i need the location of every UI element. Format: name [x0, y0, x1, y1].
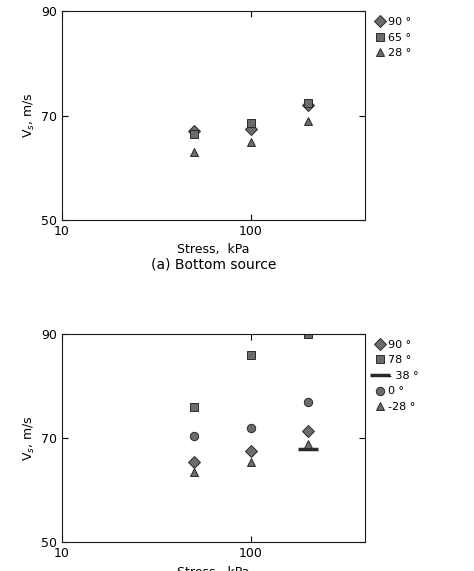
Line: 90 °: 90 ° [190, 427, 312, 466]
90 ° [305, 102, 311, 108]
90 ° [305, 427, 311, 434]
Line: 28 °: 28 ° [190, 116, 312, 156]
65 ° [191, 130, 197, 137]
Text: (a) Bottom source: (a) Bottom source [151, 257, 276, 271]
0 ° [248, 424, 254, 431]
90 ° [191, 128, 197, 135]
28 ° [248, 138, 254, 145]
Line: 78 °: 78 ° [190, 330, 312, 411]
Y-axis label: V$_s$, m/s: V$_s$, m/s [21, 93, 36, 139]
0 ° [305, 399, 311, 405]
X-axis label: Stress,  kPa: Stress, kPa [177, 243, 249, 256]
Line: -28 °: -28 ° [190, 439, 312, 476]
90 ° [191, 459, 197, 465]
78 ° [191, 404, 197, 411]
0 ° [191, 432, 197, 439]
Legend: 90 °, 65 °, 28 °: 90 °, 65 °, 28 ° [377, 17, 411, 58]
-28 ° [248, 459, 254, 465]
Y-axis label: V$_s$, m/s: V$_s$, m/s [21, 415, 36, 461]
-28 ° [191, 469, 197, 476]
65 ° [248, 120, 254, 127]
Legend: 90 °, 78 °, - 38 °, 0 °, -28 °: 90 °, 78 °, - 38 °, 0 °, -28 ° [377, 340, 419, 412]
90 ° [248, 448, 254, 455]
Line: 65 °: 65 ° [190, 98, 312, 138]
65 ° [305, 99, 311, 106]
-28 ° [305, 440, 311, 447]
90 ° [248, 125, 254, 132]
X-axis label: Stress,  kPa: Stress, kPa [177, 566, 249, 571]
Line: 90 °: 90 ° [190, 101, 312, 135]
78 ° [305, 331, 311, 337]
28 ° [191, 148, 197, 155]
Line: 0 °: 0 ° [190, 398, 312, 440]
28 ° [305, 117, 311, 124]
78 ° [248, 352, 254, 359]
